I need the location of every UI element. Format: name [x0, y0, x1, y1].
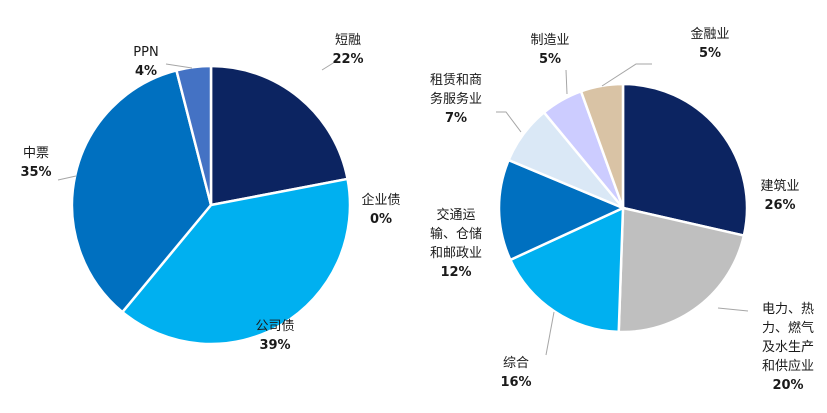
slice-label-1-3: 中票 35% [20, 146, 51, 180]
pie-slice-2-6 [579, 82, 625, 209]
slice-percent-1-3: 35% [20, 165, 51, 180]
leader-line-1-3 [57, 175, 77, 181]
slice-percent-1-4: 4% [135, 64, 157, 79]
pie-slice-1-0 [209, 64, 350, 207]
slice-label-2-3: 交通运输、仓储和邮政业 12% [430, 207, 482, 280]
leader-line-2-2 [545, 311, 555, 356]
pie-chart-industries: 建筑业 26% 电力、热力、燃气及水生产和供应业 20% 综合 16% 交通运输、仓储和邮政… [430, 26, 814, 393]
leader-line-2-4 [496, 111, 522, 133]
slice-label-2-5: 制造业 5% [530, 33, 569, 67]
leader-line-1-4 [165, 63, 193, 69]
slice-label-1-1: 企业债 0% [361, 192, 400, 227]
pie-slice-1-4 [174, 64, 213, 206]
pie-slice-2-3 [497, 158, 627, 262]
slice-percent-2-3: 12% [440, 265, 471, 280]
slice-percent-2-1: 20% [772, 378, 803, 393]
slice-label-2-2: 综合 16% [500, 356, 531, 390]
slice-label-1-0: 短融 22% [332, 33, 363, 67]
leader-line-2-6 [601, 63, 652, 87]
slice-label-2-6: 金融业 5% [690, 26, 729, 61]
pie-slice-1-3 [70, 68, 213, 314]
slice-percent-2-6: 5% [699, 46, 721, 61]
leader-line-2-1 [717, 307, 749, 312]
slice-percent-1-2: 39% [259, 338, 290, 353]
slice-percent-1-0: 22% [332, 52, 363, 67]
slice-percent-2-0: 26% [764, 198, 795, 213]
pie-slice-2-0 [621, 82, 749, 238]
pie-slice-1-2 [120, 177, 352, 346]
leader-line-2-5 [565, 69, 568, 95]
pie-slice-2-2 [508, 206, 625, 334]
slice-label-1-4: PPN 4% [133, 45, 158, 79]
slice-label-2-1: 电力、热力、燃气及水生产和供应业 20% [762, 302, 814, 393]
slice-label-1-2: 公司债 39% [255, 319, 294, 353]
slice-percent-1-1: 0% [370, 212, 392, 227]
slice-label-2-4: 租赁和商务服务业 7% [430, 73, 482, 126]
pie-chart-bond-types: 短融 22% 企业债 0% 公司债 39% 中票 35% PPN 4% [20, 33, 400, 353]
slice-percent-2-5: 5% [539, 52, 561, 67]
slice-percent-2-4: 7% [445, 111, 467, 126]
slice-label-2-0: 建筑业 26% [760, 178, 799, 213]
slice-percent-2-2: 16% [500, 375, 531, 390]
leader-line-1-0 [321, 59, 339, 71]
pie-slice-2-1 [617, 206, 746, 334]
